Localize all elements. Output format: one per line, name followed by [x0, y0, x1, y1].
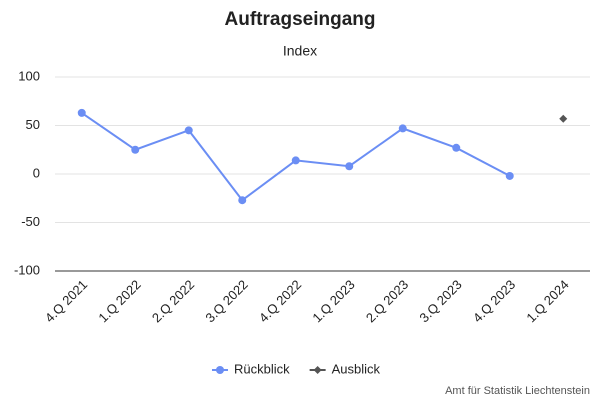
y-tick-label: -50 [21, 214, 40, 229]
x-tick-label: 1.Q 2022 [95, 277, 143, 325]
legend-marker [313, 366, 322, 374]
y-tick-label: -100 [14, 262, 40, 277]
y-tick-label: 50 [26, 117, 40, 132]
data-point [77, 108, 86, 117]
x-tick-label: 1.Q 2024 [523, 277, 571, 325]
data-point [452, 143, 461, 152]
x-tick-label: 1.Q 2023 [309, 277, 357, 325]
credit: Amt für Statistik Liechtenstein [445, 385, 590, 397]
data-point [505, 171, 514, 180]
legend-marker [216, 366, 224, 374]
legend-label: Rückblick [234, 361, 290, 376]
data-point [131, 145, 140, 154]
x-tick-label: 4.Q 2023 [470, 277, 518, 325]
legend-label: Ausblick [332, 361, 381, 376]
x-tick-label: 3.Q 2022 [202, 277, 250, 325]
x-tick-label: 4.Q 2021 [42, 277, 90, 325]
x-tick-label: 2.Q 2023 [363, 277, 411, 325]
data-point [559, 114, 568, 123]
data-point [184, 126, 193, 135]
x-tick-label: 3.Q 2023 [416, 277, 464, 325]
y-tick-label: 0 [33, 165, 40, 180]
data-point [345, 162, 354, 171]
x-tick-label: 2.Q 2022 [149, 277, 197, 325]
x-tick-label: 4.Q 2022 [256, 277, 304, 325]
data-point [238, 196, 247, 205]
chart-title: Auftragseingang [225, 9, 376, 30]
data-point [291, 156, 300, 165]
y-tick-label: 100 [18, 68, 40, 83]
chart-subtitle: Index [283, 43, 317, 59]
data-point [398, 124, 407, 133]
